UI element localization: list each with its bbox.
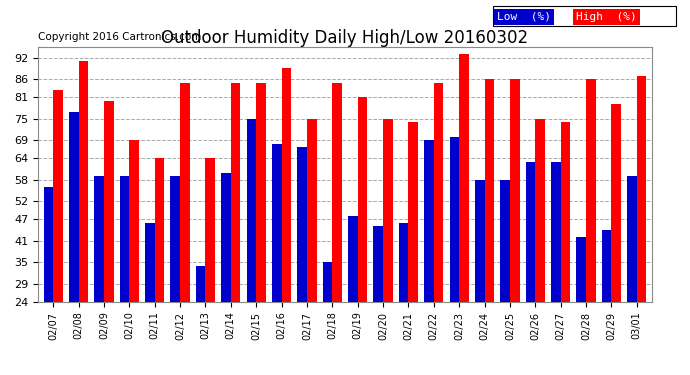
Bar [155, 158, 164, 375]
Bar [399, 223, 408, 375]
Bar [637, 76, 647, 375]
Bar [282, 68, 291, 375]
Bar [323, 262, 333, 375]
Text: Copyright 2016 Cartronics.com: Copyright 2016 Cartronics.com [38, 32, 201, 42]
Bar [535, 119, 545, 375]
Bar [104, 101, 114, 375]
Bar [43, 187, 53, 375]
Bar [510, 79, 520, 375]
Bar [602, 230, 611, 375]
Bar [333, 83, 342, 375]
Bar [383, 119, 393, 375]
Bar [53, 90, 63, 375]
Bar [357, 97, 367, 375]
Bar [206, 158, 215, 375]
Bar [373, 226, 383, 375]
Bar [69, 111, 79, 375]
Bar [450, 136, 459, 375]
Bar [129, 140, 139, 375]
Bar [246, 119, 256, 375]
Bar [551, 162, 561, 375]
Bar [119, 176, 129, 375]
Title: Outdoor Humidity Daily High/Low 20160302: Outdoor Humidity Daily High/Low 20160302 [161, 29, 529, 47]
Bar [272, 144, 282, 375]
Bar [611, 104, 621, 375]
Bar [307, 119, 317, 375]
Bar [145, 223, 155, 375]
Bar [500, 180, 510, 375]
Bar [79, 61, 88, 375]
Bar [434, 83, 444, 375]
Bar [561, 122, 571, 375]
Bar [627, 176, 637, 375]
Bar [459, 54, 469, 375]
Bar [170, 176, 180, 375]
Bar [196, 266, 206, 375]
Bar [475, 180, 484, 375]
Bar [297, 147, 307, 375]
Bar [348, 216, 357, 375]
Bar [95, 176, 104, 375]
Bar [586, 79, 595, 375]
Bar [526, 162, 535, 375]
Bar [408, 122, 418, 375]
Bar [221, 172, 231, 375]
Bar [576, 237, 586, 375]
Bar [231, 83, 240, 375]
Text: High  (%): High (%) [576, 12, 637, 22]
Bar [256, 83, 266, 375]
Text: Low  (%): Low (%) [497, 12, 551, 22]
Bar [424, 140, 434, 375]
Bar [484, 79, 494, 375]
Bar [180, 83, 190, 375]
